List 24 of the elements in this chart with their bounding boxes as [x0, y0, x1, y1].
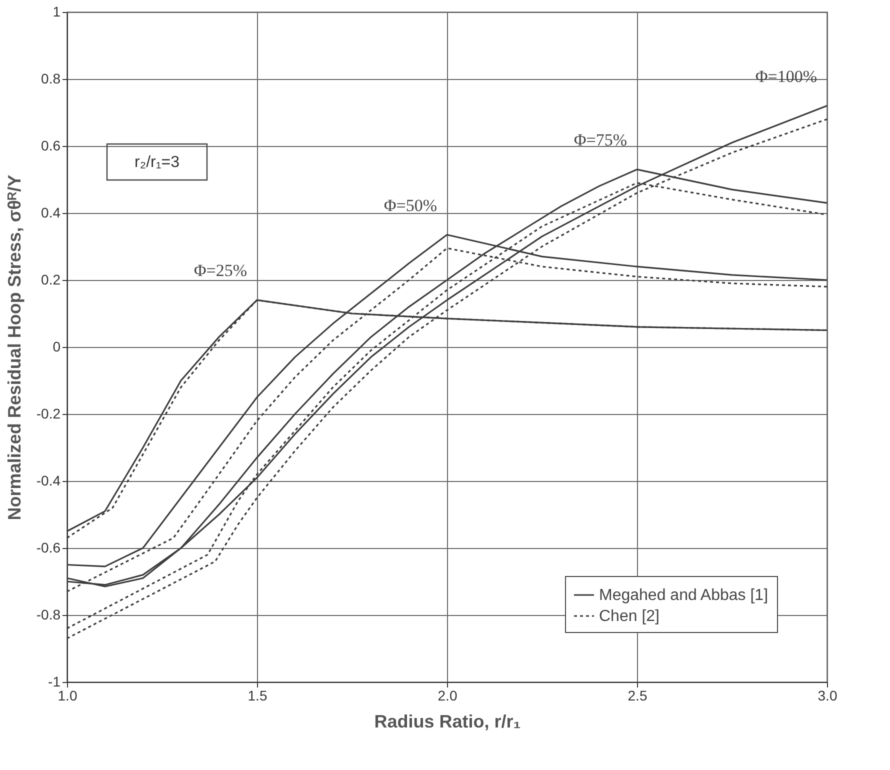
y-tick-label: -0.4	[36, 472, 61, 488]
y-tick-label: 0.6	[41, 138, 61, 154]
x-tick-label: 3.0	[818, 688, 838, 704]
y-tick-label: 1	[52, 4, 61, 20]
y-tick-label: 0.4	[41, 204, 61, 220]
y-axis-title: Normalized Residual Hoop Stress, σθᴿ/Y	[4, 174, 24, 520]
y-tick-label: 0	[52, 338, 61, 354]
x-tick-label: 2.0	[438, 688, 458, 704]
x-tick-label: 1.5	[248, 688, 268, 704]
annotation: Φ=25%	[194, 261, 247, 280]
x-axis-title: Radius Ratio, r/r₁	[374, 712, 521, 732]
annotation: r₂/r₁=3	[134, 154, 180, 171]
legend-label: Megahed and Abbas [1]	[599, 587, 768, 604]
y-tick-label: 0.2	[41, 272, 61, 288]
annotation: Φ=50%	[384, 196, 437, 215]
y-tick-label: -0.2	[36, 406, 61, 422]
x-tick-label: 1.0	[58, 688, 78, 704]
y-tick-label: -1	[48, 674, 61, 690]
x-tick-label: 2.5	[628, 688, 648, 704]
annotation: Φ=75%	[574, 130, 627, 150]
y-tick-label: -0.8	[36, 606, 61, 622]
y-tick-label: 0.8	[41, 70, 61, 86]
legend-label: Chen [2]	[599, 608, 660, 625]
y-tick-label: -0.6	[36, 540, 61, 556]
